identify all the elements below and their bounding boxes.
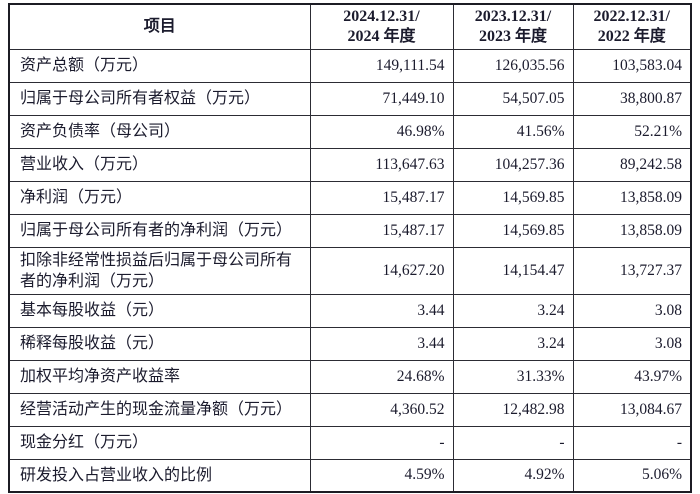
- row-value-2023: 12,482.98: [452, 392, 574, 427]
- table-row-diluted-eps: 稀释每股收益（元） 3.44 3.24 3.08: [8, 326, 692, 361]
- header-period-2024-date: 2024.12.31/: [343, 7, 420, 25]
- row-value-2022: 38,800.87: [572, 81, 692, 116]
- row-value-2023: 31.33%: [452, 359, 574, 394]
- row-value-2022: 13,727.37: [572, 246, 692, 295]
- row-label: 归属于母公司所有者的净利润（万元）: [8, 213, 311, 248]
- row-label: 净利润（万元）: [8, 180, 311, 215]
- table-row-parent-equity: 归属于母公司所有者权益（万元） 71,449.10 54,507.05 38,8…: [8, 81, 692, 116]
- header-period-2022-date: 2022.12.31/: [593, 7, 670, 25]
- row-value-2024: 113,647.63: [309, 147, 454, 182]
- table-row-cash-dividend: 现金分红（万元） - - -: [8, 425, 692, 460]
- row-value-2024: 4.59%: [309, 458, 454, 493]
- row-value-2023: 104,257.36: [452, 147, 574, 182]
- table-row-debt-ratio: 资产负债率（母公司） 46.98% 41.56% 52.21%: [8, 114, 692, 149]
- row-value-2024: 14,627.20: [309, 246, 454, 295]
- row-label: 经营活动产生的现金流量净额（万元）: [8, 392, 311, 427]
- table-row-basic-eps: 基本每股收益（元） 3.44 3.24 3.08: [8, 293, 692, 328]
- header-period-2023-year: 2023 年度: [478, 27, 547, 45]
- header-period-2022-year: 2022 年度: [597, 27, 666, 45]
- row-value-2022: 13,084.67: [572, 392, 692, 427]
- row-label: 稀释每股收益（元）: [8, 326, 311, 361]
- row-label: 扣除非经常性损益后归属于母公司所有者的净利润（万元）: [8, 246, 311, 295]
- header-item-label: 项目: [8, 3, 311, 50]
- row-value-2023: 126,035.56: [452, 48, 574, 83]
- row-value-2023: 14,569.85: [452, 180, 574, 215]
- row-value-2024: 3.44: [309, 326, 454, 361]
- row-label: 资产负债率（母公司）: [8, 114, 311, 149]
- table-row-rd-ratio: 研发投入占营业收入的比例 4.59% 4.92% 5.06%: [8, 458, 692, 493]
- header-period-2022: 2022.12.31/ 2022 年度: [572, 3, 692, 50]
- row-value-2024: 149,111.54: [309, 48, 454, 83]
- row-label: 营业收入（万元）: [8, 147, 311, 182]
- row-label: 加权平均净资产收益率: [8, 359, 311, 394]
- row-value-2022: 52.21%: [572, 114, 692, 149]
- row-value-2022: 13,858.09: [572, 213, 692, 248]
- header-period-2023: 2023.12.31/ 2023 年度: [452, 3, 574, 50]
- row-value-2024: 24.68%: [309, 359, 454, 394]
- row-value-2024: 46.98%: [309, 114, 454, 149]
- row-value-2022: 89,242.58: [572, 147, 692, 182]
- table-row-total-assets: 资产总额（万元） 149,111.54 126,035.56 103,583.0…: [8, 48, 692, 83]
- table-row-net-profit: 净利润（万元） 15,487.17 14,569.85 13,858.09: [8, 180, 692, 215]
- row-value-2022: 103,583.04: [572, 48, 692, 83]
- header-period-2024-year: 2024 年度: [347, 27, 416, 45]
- table-row-operating-cash-flow: 经营活动产生的现金流量净额（万元） 4,360.52 12,482.98 13,…: [8, 392, 692, 427]
- row-value-2023: 4.92%: [452, 458, 574, 493]
- row-value-2022: 13,858.09: [572, 180, 692, 215]
- row-value-2024: 4,360.52: [309, 392, 454, 427]
- table-row-non-recurring-net-profit: 扣除非经常性损益后归属于母公司所有者的净利润（万元） 14,627.20 14,…: [8, 246, 692, 295]
- financial-summary-table: 项目 2024.12.31/ 2024 年度 2023.12.31/ 2023 …: [8, 3, 692, 493]
- row-value-2023: 41.56%: [452, 114, 574, 149]
- table-row-weighted-roe: 加权平均净资产收益率 24.68% 31.33% 43.97%: [8, 359, 692, 394]
- row-value-2023: -: [452, 425, 574, 460]
- row-label: 归属于母公司所有者权益（万元）: [8, 81, 311, 116]
- row-label: 基本每股收益（元）: [8, 293, 311, 328]
- row-value-2023: 3.24: [452, 326, 574, 361]
- row-value-2022: 43.97%: [572, 359, 692, 394]
- row-label: 现金分红（万元）: [8, 425, 311, 460]
- row-value-2022: -: [572, 425, 692, 460]
- row-value-2024: 15,487.17: [309, 213, 454, 248]
- row-value-2022: 3.08: [572, 326, 692, 361]
- row-value-2023: 3.24: [452, 293, 574, 328]
- row-value-2022: 3.08: [572, 293, 692, 328]
- row-value-2024: 3.44: [309, 293, 454, 328]
- row-label: 研发投入占营业收入的比例: [8, 458, 311, 493]
- row-value-2022: 5.06%: [572, 458, 692, 493]
- row-value-2023: 54,507.05: [452, 81, 574, 116]
- row-label: 资产总额（万元）: [8, 48, 311, 83]
- row-value-2024: 15,487.17: [309, 180, 454, 215]
- row-value-2023: 14,569.85: [452, 213, 574, 248]
- row-value-2023: 14,154.47: [452, 246, 574, 295]
- table-header-row: 项目 2024.12.31/ 2024 年度 2023.12.31/ 2023 …: [8, 3, 692, 50]
- row-value-2024: 71,449.10: [309, 81, 454, 116]
- header-period-2023-date: 2023.12.31/: [474, 7, 552, 25]
- table-row-operating-revenue: 营业收入（万元） 113,647.63 104,257.36 89,242.58: [8, 147, 692, 182]
- table-row-parent-net-profit: 归属于母公司所有者的净利润（万元） 15,487.17 14,569.85 13…: [8, 213, 692, 248]
- row-value-2024: -: [309, 425, 454, 460]
- header-period-2024: 2024.12.31/ 2024 年度: [309, 3, 454, 50]
